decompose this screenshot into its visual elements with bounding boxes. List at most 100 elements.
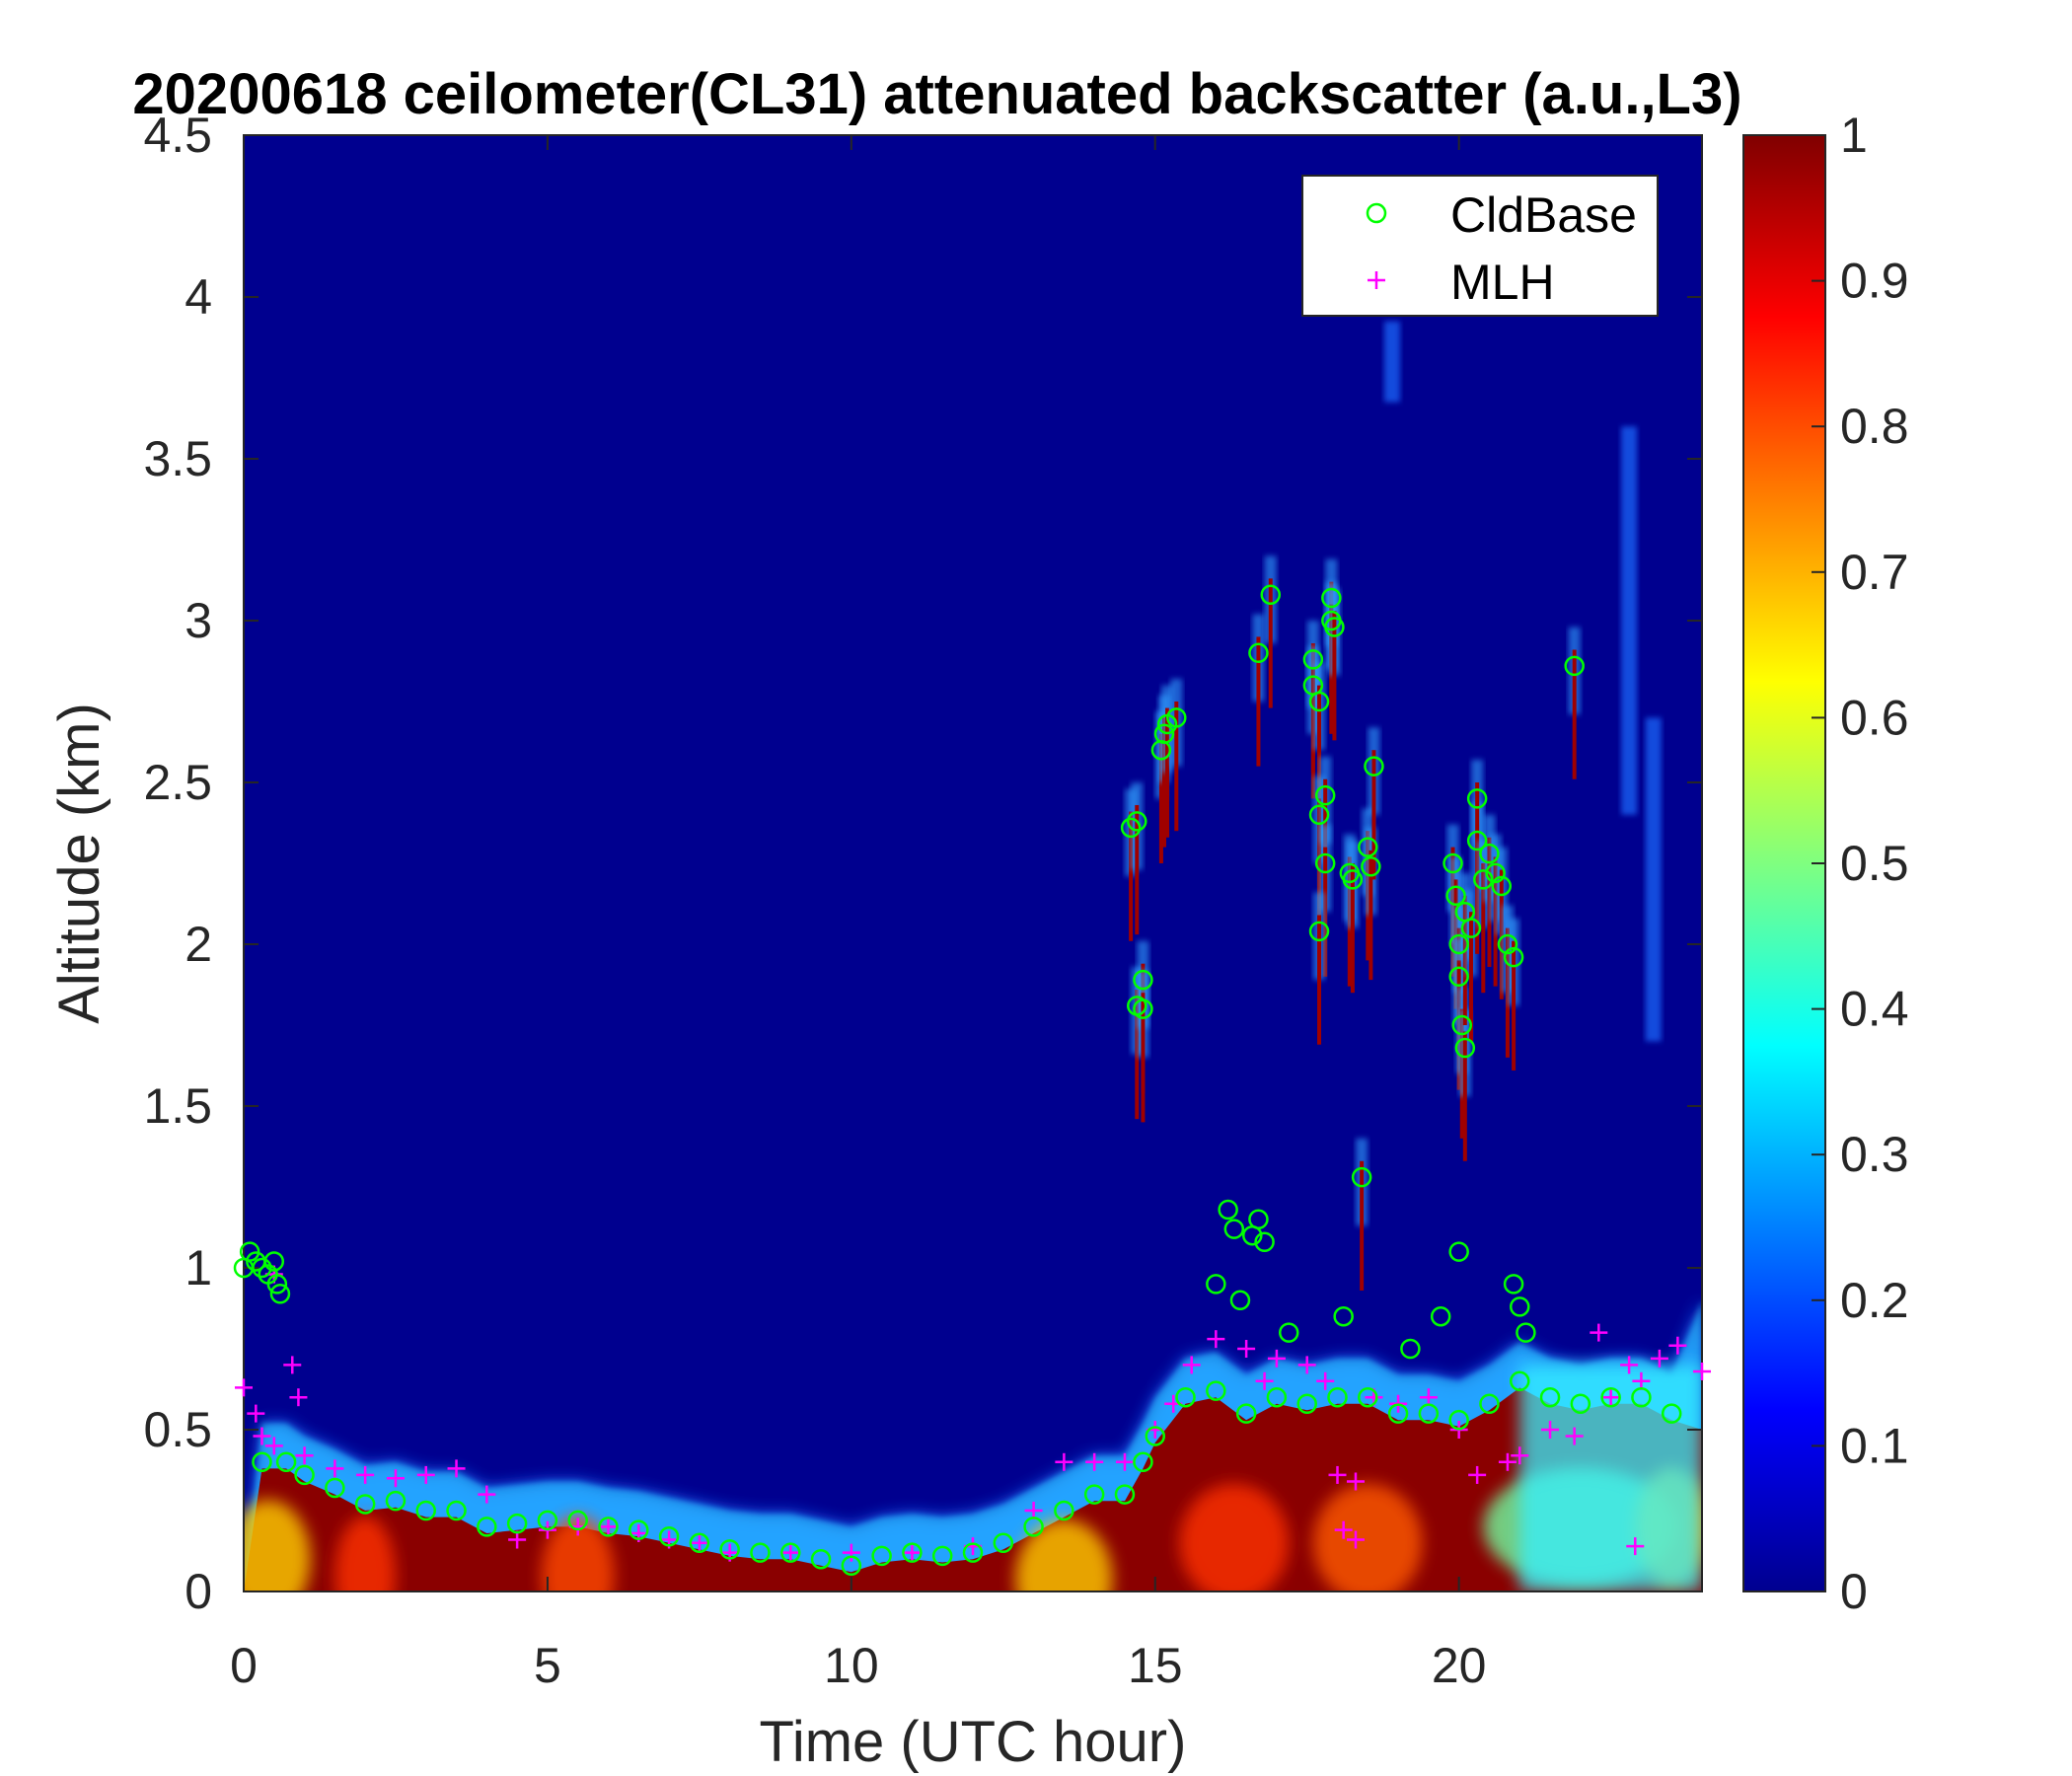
mlh-marker [386, 1469, 405, 1488]
mlh-marker [690, 1533, 708, 1552]
y-tick-label: 2.5 [143, 755, 212, 810]
colorbar-tick-label: 0.9 [1840, 254, 1909, 309]
cldbase-marker [1114, 1484, 1136, 1505]
cldbase-marker [689, 1532, 710, 1554]
colorbar-tick-label: 0.6 [1840, 690, 1909, 745]
mlh-marker [1297, 1356, 1316, 1374]
cldbase-marker [1454, 1037, 1476, 1059]
cldbase-marker [506, 1513, 528, 1534]
cldbase-marker [1260, 584, 1282, 606]
cloud-streak [1317, 915, 1322, 1045]
cloud-streak [1493, 856, 1498, 987]
cldbase-marker [1145, 1426, 1165, 1446]
cldbase-marker [1443, 852, 1463, 874]
cloud-streak [1165, 707, 1170, 838]
mlh-marker [1620, 1356, 1639, 1374]
cldbase-marker [294, 1464, 315, 1486]
y-tick-label: 1 [185, 1240, 212, 1295]
cldbase-marker [1278, 1322, 1299, 1343]
legend-cldbase-label: CldBase [1450, 187, 1637, 243]
x-tick-label: 15 [1128, 1638, 1183, 1693]
mlh-marker [478, 1485, 496, 1504]
x-tick-label: 20 [1432, 1638, 1487, 1693]
cloud-streak [1256, 636, 1261, 767]
cldbase-marker [1510, 1370, 1530, 1392]
cldbase-marker [629, 1519, 649, 1540]
cldbase-marker [1361, 856, 1381, 877]
cldbase-marker [1133, 969, 1153, 991]
mlh-marker [1085, 1452, 1104, 1471]
y-tick-label: 3 [185, 593, 212, 648]
cldbase-marker [1503, 1274, 1524, 1295]
axis-ticks [243, 134, 1702, 1592]
cldbase-marker [1445, 885, 1466, 907]
cldbase-marker [1175, 1386, 1196, 1408]
cldbase-marker [1661, 1403, 1682, 1424]
cldbase-marker [1218, 1199, 1238, 1221]
cldbase-marker [1479, 843, 1500, 864]
cldbase-marker [1503, 946, 1524, 968]
cldbase-marker [1248, 642, 1269, 664]
colorbar: 0 0.1 0.2 0.3 0.4 0.5 0.6 0.7 0.8 0.9 1 [1742, 108, 1909, 1619]
mlh-marker [1468, 1465, 1487, 1484]
y-tick-label: 0 [185, 1564, 212, 1619]
mlh-marker [295, 1446, 314, 1465]
cldbase-marker [871, 1545, 892, 1567]
cldbase-marker [1083, 1484, 1105, 1505]
cldbase-marker [810, 1548, 832, 1570]
colorbar-ticks: 0 0.1 0.2 0.3 0.4 0.5 0.6 0.7 0.8 0.9 1 [1812, 108, 1909, 1619]
cldbase-marker [252, 1451, 272, 1473]
cldbase-marker [1308, 921, 1330, 942]
cldbase-marker [1054, 1500, 1074, 1521]
cloud-streak [1174, 702, 1179, 832]
y-tick-label: 4.5 [143, 108, 212, 163]
cldbase-marker [537, 1510, 558, 1531]
colorbar-tick-label: 0.2 [1840, 1273, 1909, 1328]
cldbase-marker [263, 1251, 285, 1272]
cldbase-marker [1321, 587, 1342, 609]
cloud-streak [1475, 782, 1480, 913]
mlh-marker [1650, 1349, 1668, 1368]
cloud-streak [1158, 733, 1163, 863]
colorbar-tick-label: 0.7 [1840, 545, 1909, 600]
mlh-marker [235, 1378, 253, 1397]
cloud-streak [1462, 895, 1467, 1025]
colorbar-tick-label: 0 [1840, 1564, 1868, 1619]
cldbase-marker [1314, 852, 1336, 874]
cloud-streak [1323, 847, 1328, 977]
cldbase-marker [477, 1517, 497, 1537]
cloud-streak [1487, 837, 1492, 967]
cldbase-marker [1564, 655, 1585, 677]
cloud-streak [1505, 927, 1510, 1058]
mlh-marker [1590, 1323, 1608, 1342]
cldbase-marker [1418, 1403, 1440, 1424]
cldbase-marker [1308, 691, 1330, 712]
mlh-marker [356, 1465, 375, 1484]
mlh-marker [1541, 1421, 1560, 1439]
mlh-marker [599, 1517, 618, 1536]
colorbar-tick-label: 0.1 [1840, 1418, 1909, 1473]
y-tick-label: 4 [185, 269, 212, 325]
high-aerosol-streak [1383, 321, 1400, 403]
cldbase-marker [252, 1257, 272, 1279]
backscatter-patch [244, 1500, 311, 1591]
cldbase-marker [1133, 999, 1153, 1019]
colorbar-tick-label: 0.3 [1840, 1127, 1909, 1182]
cloud-streak [1161, 717, 1166, 848]
cldbase-marker [1510, 1296, 1530, 1317]
cldbase-marker [269, 1283, 291, 1304]
mlh-marker [1267, 1349, 1286, 1368]
cldbase-marker [658, 1525, 680, 1547]
mlh-marker [1346, 1530, 1365, 1549]
cldbase-marker [962, 1542, 984, 1563]
mlh-marker [508, 1530, 527, 1549]
mlh-marker [781, 1543, 800, 1562]
cldbase-marker [1570, 1393, 1591, 1415]
cldbase-marker [1451, 1014, 1472, 1036]
cloud-streak [1317, 685, 1322, 815]
x-tick-label: 10 [824, 1638, 879, 1693]
mlh-marker [1024, 1502, 1043, 1519]
mlh-marker [283, 1356, 302, 1374]
cldbase-marker [1324, 617, 1345, 637]
